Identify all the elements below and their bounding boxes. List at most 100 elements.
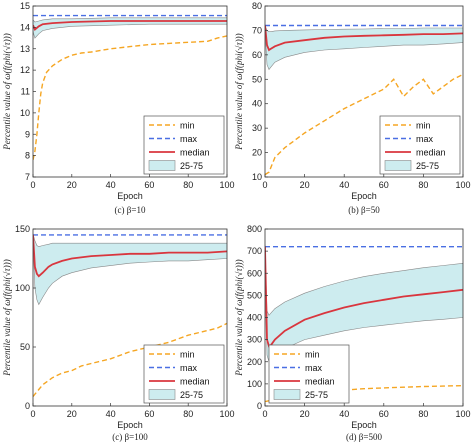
band-upper-edge bbox=[33, 233, 227, 248]
x-tick-label: 60 bbox=[379, 180, 389, 190]
y-tick-label: 80 bbox=[252, 1, 262, 11]
x-axis-label: Epoch bbox=[351, 191, 377, 201]
y-tick-label: 20 bbox=[252, 148, 262, 158]
legend-label-min: min bbox=[180, 350, 195, 360]
legend-label-max: max bbox=[180, 134, 198, 144]
plot-area bbox=[33, 14, 227, 161]
panel-caption: (b) β=50 bbox=[348, 205, 380, 215]
y-tick-label: 0 bbox=[257, 401, 262, 411]
y-axis-label: Percentile value of ω(f(phi(√τ))) bbox=[2, 259, 12, 376]
legend-label-max: max bbox=[416, 134, 434, 144]
axes-box bbox=[32, 228, 228, 407]
x-tick-label: 100 bbox=[219, 180, 234, 190]
y-tick-label: 400 bbox=[247, 313, 262, 323]
series-median-line bbox=[265, 25, 463, 52]
chart-panel-4: 0 20 40 60 80 100 0 100 200 300 400 500 600 700 800 Epo… bbox=[234, 224, 471, 442]
y-tick-label: 10 bbox=[252, 172, 262, 182]
y-axis-label: Percentile value of ω(f(phi(√τ))) bbox=[2, 33, 12, 150]
x-axis-label: Epoch bbox=[351, 420, 377, 430]
chart-panel-1: 0 20 40 60 80 100 7 8 9 10 11 12 13 14 15 Epoch Percenti… bbox=[2, 1, 235, 215]
x-tick-label: 20 bbox=[300, 180, 310, 190]
legend-label-25-75: 25-75 bbox=[180, 161, 203, 171]
series-median-line bbox=[33, 234, 227, 278]
y-tick-label: 50 bbox=[20, 342, 30, 352]
y-tick-label: 150 bbox=[15, 224, 30, 234]
chart-panel-2: 0 20 40 60 80 100 10 20 30 40 50 60 70 80 Epoch Percent… bbox=[234, 1, 471, 215]
y-tick-label: 40 bbox=[252, 99, 262, 109]
chart-panel-3: 0 20 40 60 80 100 0 50 100 150 Epoch Percentile val… bbox=[2, 224, 235, 442]
legend-label-median: median bbox=[305, 377, 335, 387]
x-tick-label: 100 bbox=[455, 409, 470, 419]
plot-area bbox=[33, 233, 227, 398]
x-axis-label: Epoch bbox=[117, 420, 143, 430]
x-tick-label: 80 bbox=[418, 409, 428, 419]
band-lower-edge bbox=[265, 30, 463, 71]
y-tick-label: 600 bbox=[247, 268, 262, 278]
x-tick-label: 80 bbox=[418, 180, 428, 190]
y-tick-label: 800 bbox=[247, 224, 262, 234]
x-tick-label: 20 bbox=[67, 409, 77, 419]
legend-label-min: min bbox=[416, 121, 431, 131]
series-min-line bbox=[33, 35, 227, 161]
panel-caption: (c) β=10 bbox=[115, 205, 146, 215]
y-tick-label: 100 bbox=[15, 283, 30, 293]
y-tick-label: 700 bbox=[247, 246, 262, 256]
x-tick-label: 20 bbox=[300, 409, 310, 419]
y-tick-label: 12 bbox=[20, 65, 30, 75]
legend-swatch-band bbox=[384, 160, 412, 171]
y-tick-label: 100 bbox=[247, 379, 262, 389]
y-tick-label: 70 bbox=[252, 25, 262, 35]
y-tick-label: 300 bbox=[247, 335, 262, 345]
y-tick-label: 30 bbox=[252, 123, 262, 133]
legend-swatch-band bbox=[148, 160, 176, 171]
x-tick-label: 80 bbox=[183, 180, 193, 190]
axes-box bbox=[264, 5, 464, 178]
x-tick-label: 60 bbox=[379, 409, 389, 419]
band-lower-edge bbox=[33, 240, 227, 306]
legend-label-median: median bbox=[180, 148, 210, 158]
y-tick-label: 200 bbox=[247, 357, 262, 367]
y-tick-label: 10 bbox=[20, 108, 30, 118]
x-tick-label: 0 bbox=[262, 409, 267, 419]
legend-label-max: max bbox=[180, 363, 198, 373]
band-upper-edge bbox=[265, 25, 463, 33]
y-tick-label: 9 bbox=[25, 129, 30, 139]
x-tick-label: 20 bbox=[67, 180, 77, 190]
x-tick-label: 0 bbox=[30, 180, 35, 190]
panel-caption: (c) β=100 bbox=[112, 432, 148, 442]
x-tick-label: 100 bbox=[219, 409, 234, 419]
x-tick-label: 40 bbox=[339, 180, 349, 190]
x-tick-label: 100 bbox=[455, 180, 470, 190]
legend-label-median: median bbox=[180, 377, 210, 387]
legend: min max median 25-75 bbox=[379, 115, 461, 175]
y-axis-label: Percentile value of ω(f(phi(√τ))) bbox=[234, 33, 244, 150]
y-tick-label: 500 bbox=[247, 290, 262, 300]
legend-label-25-75: 25-75 bbox=[416, 161, 439, 171]
x-tick-label: 80 bbox=[183, 409, 193, 419]
series-min-line bbox=[33, 322, 227, 398]
panel-caption: (d) β=500 bbox=[346, 432, 382, 442]
legend-label-min: min bbox=[180, 121, 195, 131]
legend: min max median 25-75 bbox=[143, 344, 225, 404]
legend-label-median: median bbox=[416, 148, 446, 158]
legend-swatch-band bbox=[148, 389, 176, 400]
y-tick-label: 50 bbox=[252, 74, 262, 84]
x-tick-label: 40 bbox=[339, 409, 349, 419]
y-tick-label: 7 bbox=[25, 172, 30, 182]
x-axis-label: Epoch bbox=[117, 191, 143, 201]
legend-label-max: max bbox=[305, 363, 323, 373]
x-tick-label: 40 bbox=[106, 409, 116, 419]
legend-swatch-band bbox=[273, 389, 301, 400]
legend: min max median 25-75 bbox=[268, 344, 350, 404]
y-tick-label: 0 bbox=[25, 401, 30, 411]
band-upper-edge bbox=[33, 17, 227, 23]
band-lower-edge bbox=[33, 23, 227, 39]
band-upper-edge bbox=[265, 244, 463, 316]
band-25-75 bbox=[33, 17, 227, 39]
legend-label-min: min bbox=[305, 350, 320, 360]
x-tick-label: 60 bbox=[144, 409, 154, 419]
series-median-line bbox=[33, 20, 227, 31]
plot-area bbox=[265, 24, 463, 176]
y-tick-label: 11 bbox=[21, 87, 30, 97]
